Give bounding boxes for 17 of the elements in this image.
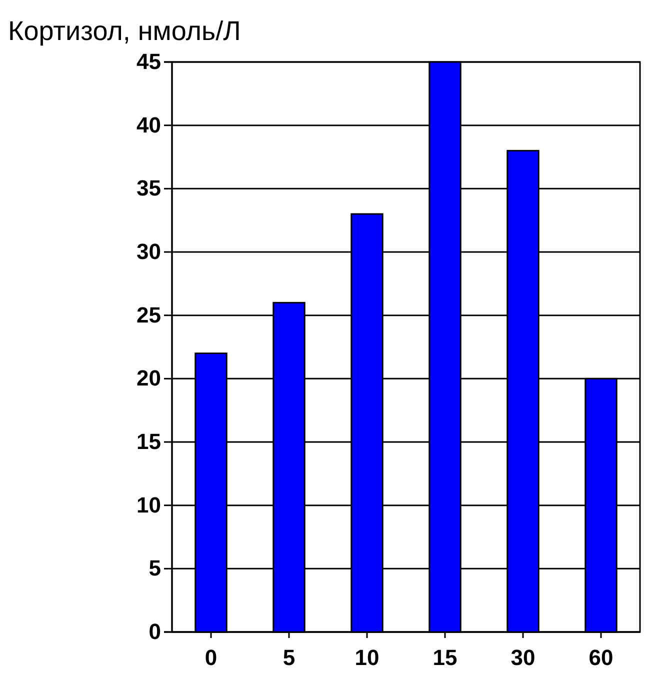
y-tick-label: 20 [136, 366, 161, 391]
y-tick-label: 10 [136, 492, 161, 518]
x-tick-label: 60 [588, 645, 614, 670]
x-tick-label: 10 [354, 645, 380, 670]
y-tick-label: 15 [136, 429, 161, 454]
x-tick-label: 15 [432, 645, 458, 670]
y-tick-label: 40 [136, 112, 161, 138]
x-tick-label: 5 [282, 645, 296, 670]
x-tick-label: 30 [510, 645, 536, 670]
chart-title: Кортизол, нмоль/Л [8, 16, 241, 46]
y-tick-label: 45 [136, 49, 161, 74]
y-tick-label: 0 [148, 619, 161, 644]
y-tick-label: 30 [136, 239, 161, 264]
y-tick-label: 25 [136, 302, 161, 328]
y-tick-label: 5 [148, 556, 161, 581]
x-tick-label: 0 [204, 645, 218, 670]
y-tick-label: 35 [136, 176, 161, 201]
